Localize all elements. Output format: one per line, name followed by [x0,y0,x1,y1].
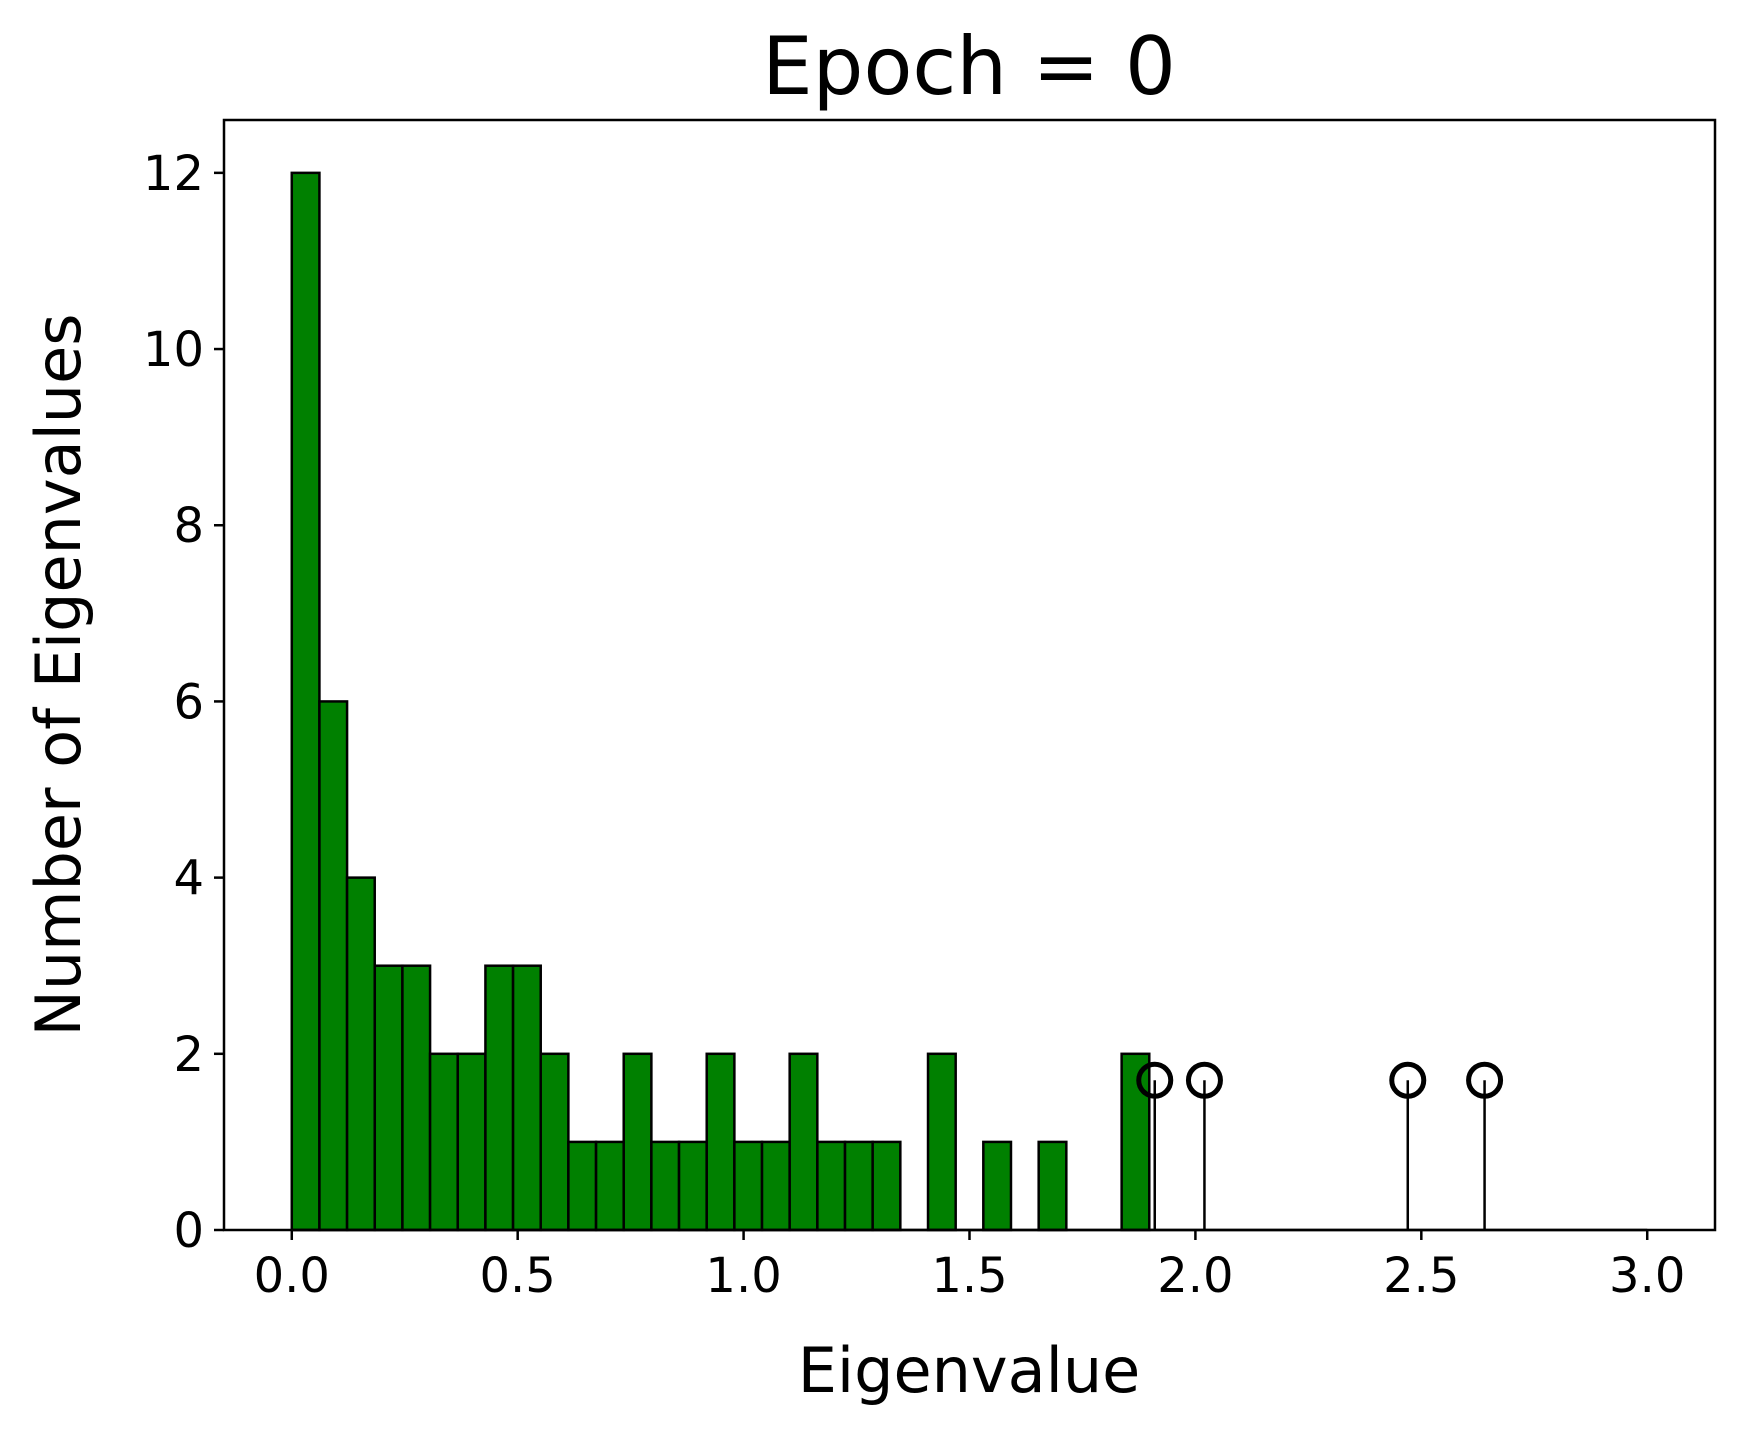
x-tick-label: 3.0 [1609,1248,1685,1304]
histogram-bar [788,1052,819,1232]
outlier-marker [1389,1061,1427,1099]
outlier-marker [1136,1061,1174,1099]
histogram-bar [926,1052,957,1232]
histogram-bar [290,171,321,1232]
x-tick-label: 2.5 [1383,1248,1459,1304]
histogram-bar [733,1140,764,1232]
histogram-bar [650,1140,681,1232]
histogram-bar [456,1052,487,1232]
histogram-bar [318,700,349,1232]
histogram-bar [622,1052,653,1232]
histogram-bar [401,964,432,1232]
histogram-bar [816,1140,847,1232]
y-tick-label: 8 [173,498,204,554]
y-axis-ticks: 0 2 4 6 8 10 12 [143,146,224,1259]
x-tick-label: 1.0 [705,1248,781,1304]
histogram-bar [373,964,404,1232]
x-axis-ticks: 0.0 0.5 1.0 1.5 2.0 2.5 3.0 [254,1230,1685,1304]
y-tick-label: 10 [143,322,204,378]
y-tick-label: 12 [143,146,204,202]
x-axis-label: Eigenvalue [798,1334,1141,1407]
histogram-bar [484,964,515,1232]
x-tick-label: 1.5 [931,1248,1007,1304]
y-tick-label: 4 [173,851,204,907]
histogram-bar [567,1140,598,1232]
histogram-bar [345,876,376,1232]
histogram-bar [871,1140,902,1232]
x-tick-label: 0.0 [254,1248,330,1304]
y-tick-label: 0 [173,1203,204,1259]
histogram-bar [677,1140,708,1232]
histogram-bar [594,1140,625,1232]
y-tick-label: 2 [173,1027,204,1083]
histogram-bar [1120,1052,1151,1232]
bars-layer [290,171,1151,1232]
outlier-marker [1185,1061,1223,1099]
y-tick-label: 6 [173,674,204,730]
x-tick-label: 2.0 [1157,1248,1233,1304]
outlier-marker [1466,1061,1504,1099]
histogram-bar [705,1052,736,1232]
histogram-bar [1037,1140,1068,1232]
stems-layer [1136,1061,1504,1230]
histogram-bar [982,1140,1013,1232]
histogram-bar [539,1052,570,1232]
histogram-bar [511,964,542,1232]
histogram-bar [428,1052,459,1232]
x-tick-label: 0.5 [480,1248,556,1304]
chart-title: Epoch = 0 [762,20,1176,113]
histogram-bar [760,1140,791,1232]
histogram-bar [843,1140,874,1232]
y-axis-label: Number of Eigenvalues [22,313,95,1036]
